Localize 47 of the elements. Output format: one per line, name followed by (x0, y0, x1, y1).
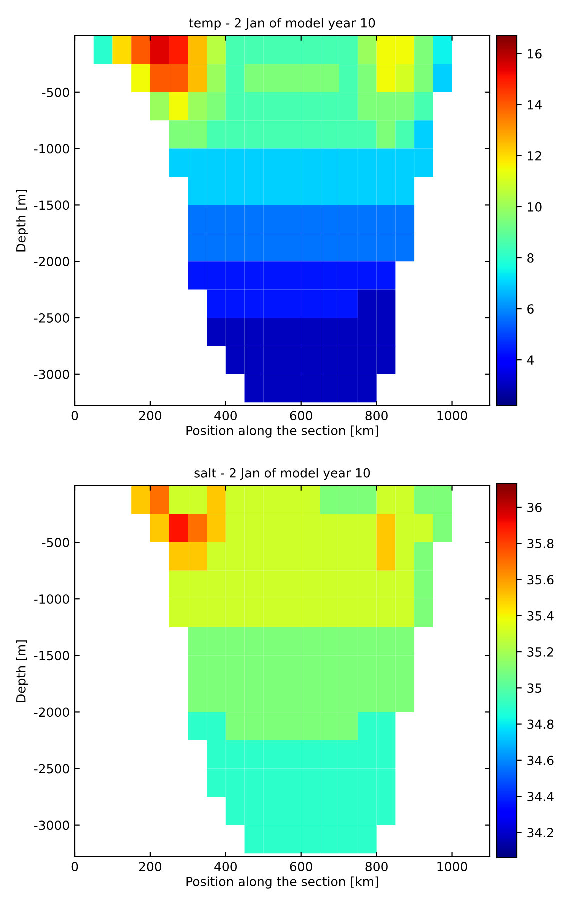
y-tick-label: -3000 (34, 820, 70, 830)
x-tick-label: 200 (139, 411, 162, 421)
y-tick-label: -500 (42, 88, 70, 98)
color-bar-label: 36 (528, 502, 542, 512)
x-tick-label: 1000 (438, 862, 468, 872)
y-tick-label: -1000 (34, 594, 70, 604)
color-bar-label: 35.4 (528, 611, 554, 621)
y-tick-label: -2000 (34, 708, 70, 718)
y-tick-label: -1000 (34, 144, 70, 154)
x-tick-label: 1000 (438, 411, 468, 421)
color-bar-label: 6 (528, 304, 534, 314)
color-bar-label: 8 (528, 253, 534, 263)
y-tick-label: -2000 (34, 257, 70, 267)
color-bar-label: 14 (528, 100, 542, 110)
x-axis-title: Position along the section [km] (186, 876, 378, 889)
y-tick-label: -1500 (34, 200, 70, 210)
x-tick-label: 400 (214, 862, 238, 872)
x-tick-label: 800 (366, 411, 388, 421)
y-tick-label: -2500 (34, 313, 70, 323)
color-bar-label: 35.8 (528, 539, 554, 549)
color-bar-label: 10 (528, 202, 542, 212)
color-bar-label: 16 (528, 49, 542, 59)
y-axis-title: Depth [m] (16, 190, 28, 252)
color-bar-label: 34.8 (528, 720, 554, 730)
x-tick-label: 0 (72, 411, 78, 421)
y-tick-label: -500 (42, 538, 70, 548)
y-axis-title: Depth [m] (16, 640, 28, 702)
color-bar-label: 12 (528, 151, 542, 161)
chart-title: temp - 2 Jan of model year 10 (189, 18, 376, 30)
y-tick-label: -3000 (34, 370, 70, 380)
chart-title: salt - 2 Jan of model year 10 (194, 468, 370, 480)
x-tick-label: 800 (366, 862, 388, 872)
color-bar-label: 35.2 (528, 648, 554, 657)
color-bar-label: 35 (528, 684, 542, 694)
color-bar-label: 4 (527, 356, 534, 365)
x-tick-label: 200 (139, 862, 162, 872)
x-tick-label: 600 (290, 862, 312, 872)
x-axis-title: Position along the section [km] (186, 426, 378, 438)
x-tick-label: 0 (72, 862, 78, 872)
color-bar-label: 34.4 (528, 792, 554, 802)
y-tick-label: -2500 (34, 764, 70, 774)
color-bar-label: 34.2 (528, 828, 554, 838)
y-tick-label: -1500 (34, 651, 70, 661)
x-tick-label: 600 (290, 411, 312, 421)
color-bar-label: 35.6 (528, 575, 554, 585)
x-tick-label: 400 (214, 411, 238, 421)
color-bar-label: 34.6 (528, 756, 554, 766)
